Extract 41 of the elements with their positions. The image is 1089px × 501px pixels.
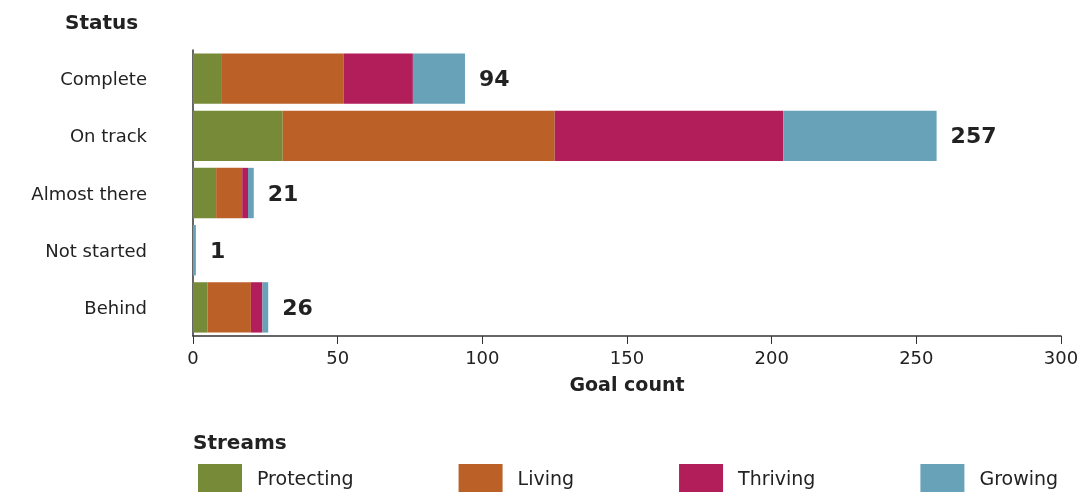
y-tick-label: Not started [45, 239, 147, 261]
x-tick-label: 0 [187, 346, 199, 368]
x-tick-label: 150 [609, 346, 645, 368]
legend-title: Streams [193, 430, 287, 454]
bar [247, 167, 254, 219]
bar [193, 110, 283, 161]
bar [282, 110, 555, 161]
y-tick-label: Complete [60, 68, 147, 90]
bar [412, 53, 465, 104]
x-tick-label: 100 [465, 346, 500, 368]
legend-label: Growing [979, 467, 1059, 489]
bar [262, 282, 269, 333]
x-tick-label: 300 [1043, 346, 1079, 368]
bar [193, 225, 196, 276]
bar [193, 53, 222, 104]
bar [343, 53, 413, 104]
total-label: 257 [950, 123, 997, 149]
total-label: 21 [267, 180, 299, 206]
x-tick-label: 200 [754, 346, 789, 368]
total-label: 1 [209, 237, 226, 263]
bar [207, 282, 251, 333]
bar [193, 167, 217, 219]
bar [242, 167, 248, 219]
y-tick-label: On track [69, 125, 148, 147]
bar [216, 167, 243, 219]
x-tick-label: 250 [899, 346, 934, 368]
legend-label: Thriving [737, 467, 816, 489]
y-tick-label: Almost there [31, 182, 147, 204]
legend-label: Living [517, 467, 575, 489]
y-axis-title: Status [65, 10, 139, 34]
total-label: 26 [282, 294, 313, 320]
x-axis-title: Goal count [569, 372, 685, 395]
bar [221, 53, 344, 104]
bar [250, 282, 263, 333]
legend-label: Protecting [257, 467, 354, 489]
y-tick-label: Behind [84, 296, 147, 318]
total-label: 94 [478, 66, 510, 92]
bar [554, 110, 784, 161]
x-tick-label: 50 [326, 346, 350, 368]
bar [783, 110, 937, 161]
bar [193, 282, 208, 333]
